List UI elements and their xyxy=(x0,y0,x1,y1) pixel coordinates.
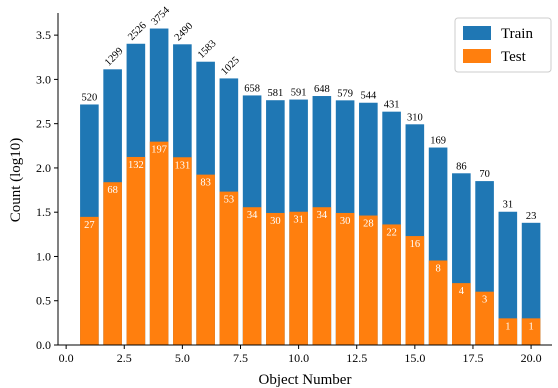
bar xyxy=(428,260,448,345)
value-label: 70 xyxy=(479,169,490,180)
y-tick-label: 2.0 xyxy=(36,161,51,175)
value-label: 31 xyxy=(503,200,514,211)
bar xyxy=(219,191,239,345)
legend-label: Train xyxy=(501,26,533,42)
value-label: 648 xyxy=(314,84,330,95)
value-label: 28 xyxy=(363,219,374,230)
x-tick-label: 5.0 xyxy=(175,351,190,365)
y-tick-label: 0.5 xyxy=(36,294,51,308)
value-label: 30 xyxy=(340,216,351,227)
bar xyxy=(289,211,308,345)
bar xyxy=(382,224,401,345)
bar xyxy=(335,212,355,345)
value-label: 579 xyxy=(337,88,353,99)
x-tick-label: 12.5 xyxy=(346,351,367,365)
x-tick-label: 10.0 xyxy=(288,351,309,365)
bar xyxy=(126,156,146,345)
value-label: 131 xyxy=(174,160,190,171)
value-label: 8 xyxy=(435,264,440,275)
value-label: 68 xyxy=(107,185,118,196)
value-label: 22 xyxy=(386,227,397,238)
legend-swatch xyxy=(463,26,491,40)
value-label: 16 xyxy=(410,239,421,250)
value-label: 1 xyxy=(528,321,533,332)
bar xyxy=(405,236,425,345)
y-tick-label: 2.5 xyxy=(36,117,51,131)
bar xyxy=(521,318,541,345)
y-tick-label: 3.0 xyxy=(36,72,51,86)
value-label: 53 xyxy=(224,195,235,206)
value-label: 310 xyxy=(407,112,423,123)
bar xyxy=(80,216,99,345)
value-label: 1 xyxy=(505,321,510,332)
value-label: 3754 xyxy=(149,4,172,27)
value-label: 1025 xyxy=(219,55,242,78)
value-label: 83 xyxy=(200,178,211,189)
x-tick-label: 0.0 xyxy=(59,351,74,365)
value-label: 132 xyxy=(128,160,144,171)
x-axis-label: Object Number xyxy=(259,372,352,388)
bar xyxy=(312,207,332,345)
legend-label: Test xyxy=(501,49,527,65)
bar xyxy=(242,207,262,345)
value-label: 34 xyxy=(317,210,328,221)
value-label: 169 xyxy=(430,136,446,147)
bar xyxy=(266,212,285,345)
bar xyxy=(359,215,378,345)
y-tick-label: 3.5 xyxy=(36,28,51,42)
bar xyxy=(103,182,122,345)
y-tick-label: 0.0 xyxy=(36,338,51,352)
legend-swatch xyxy=(463,49,491,63)
y-tick-label: 1.5 xyxy=(36,205,51,219)
x-tick-label: 7.5 xyxy=(233,351,248,365)
value-label: 86 xyxy=(456,161,467,172)
x-tick-label: 20.0 xyxy=(521,351,542,365)
value-label: 2526 xyxy=(126,20,149,43)
value-label: 4 xyxy=(459,286,465,297)
bar xyxy=(173,157,192,345)
bar xyxy=(498,318,518,345)
value-label: 2490 xyxy=(173,21,196,44)
y-tick-label: 1.0 xyxy=(36,249,51,263)
x-tick-label: 15.0 xyxy=(404,351,425,365)
value-label: 30 xyxy=(270,216,281,227)
value-label: 1299 xyxy=(103,46,126,69)
bar xyxy=(498,211,518,345)
value-label: 591 xyxy=(291,88,307,99)
x-tick-label: 17.5 xyxy=(462,351,483,365)
value-label: 23 xyxy=(526,211,537,222)
value-label: 1583 xyxy=(196,38,219,61)
value-label: 197 xyxy=(151,145,167,156)
value-label: 581 xyxy=(267,88,283,99)
value-label: 544 xyxy=(360,91,377,102)
bar xyxy=(149,141,169,345)
bar xyxy=(452,283,471,345)
x-tick-label: 2.5 xyxy=(117,351,132,365)
bar xyxy=(521,222,541,345)
value-label: 658 xyxy=(244,83,260,94)
value-label: 27 xyxy=(84,220,95,231)
value-label: 431 xyxy=(384,100,400,111)
y-axis-label: Count (log10) xyxy=(8,138,24,223)
bar xyxy=(475,291,494,345)
value-label: 31 xyxy=(293,215,304,226)
bar xyxy=(196,174,215,345)
value-label: 34 xyxy=(247,210,258,221)
value-label: 520 xyxy=(82,92,98,103)
value-label: 3 xyxy=(482,295,487,306)
